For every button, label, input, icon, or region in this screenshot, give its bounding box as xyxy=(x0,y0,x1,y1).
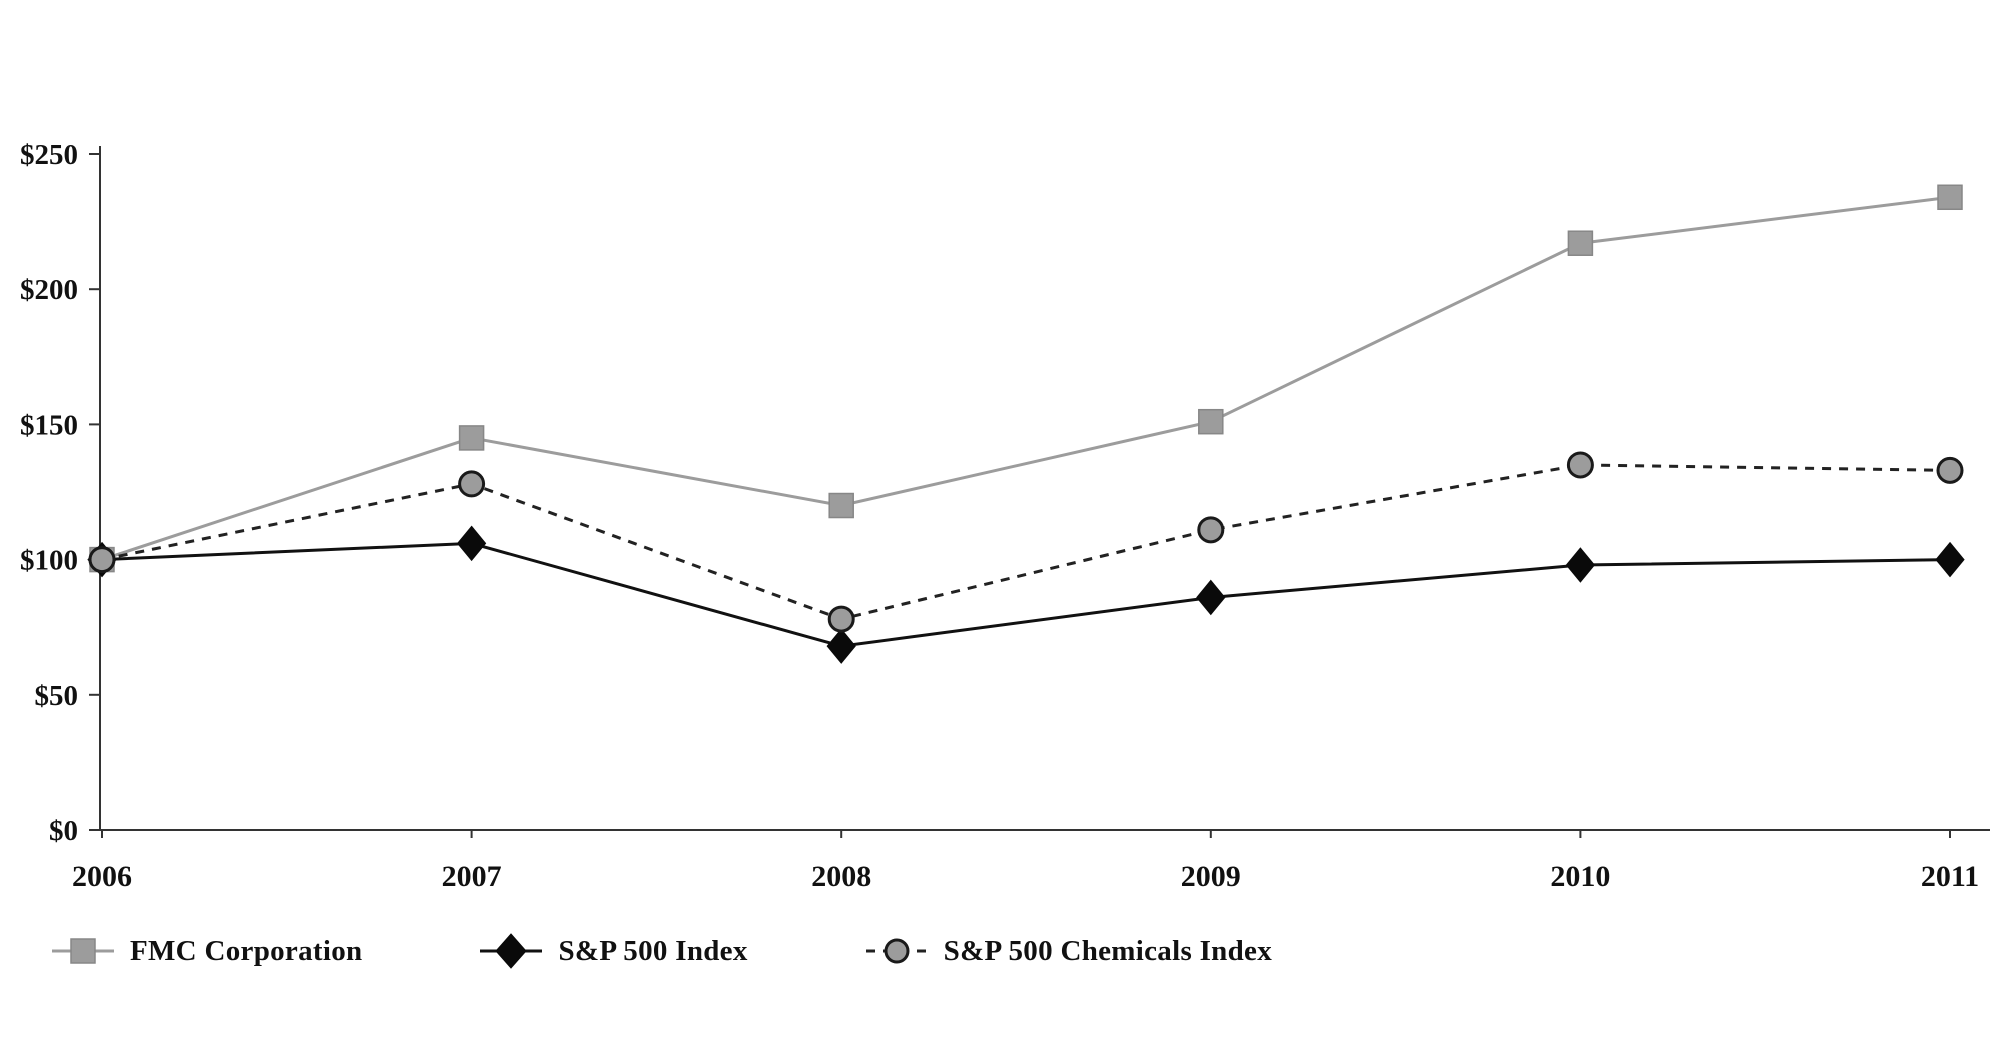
marker-square-fmc-corporation xyxy=(1567,230,1594,256)
x-tick-label: 2010 xyxy=(1550,860,1610,893)
marker-circle-s-p-500-chemicals-index xyxy=(1566,451,1594,479)
marker-circle-s-p-500-chemicals-index xyxy=(827,605,855,633)
legend-marker-diamond-icon xyxy=(480,933,543,969)
x-tick-label: 2009 xyxy=(1181,860,1241,893)
legend-marker-circle-icon xyxy=(865,938,928,964)
marker-circle-s-p-500-chemicals-index xyxy=(1197,516,1225,544)
y-tick-label: $50 xyxy=(35,680,79,712)
x-tick-label: 2011 xyxy=(1921,860,1979,893)
series-line-s-p-500-chemicals-index xyxy=(101,463,1951,621)
legend-marker-square-icon xyxy=(52,938,114,964)
y-tick-label: $150 xyxy=(20,409,78,441)
marker-diamond-s-p-500-index xyxy=(1935,541,1965,578)
legend-label-sp500-index: S&P 500 Index xyxy=(558,934,748,967)
marker-diamond-s-p-500-index xyxy=(826,628,856,664)
marker-square-fmc-corporation xyxy=(1198,408,1224,435)
marker-square-fmc-corporation xyxy=(458,425,485,451)
legend-item-sp500-chemicals-index: S&P 500 Chemicals Index xyxy=(865,934,1272,968)
legend-item-fmc-corporation: FMC Corporation xyxy=(52,935,362,968)
series-line-s-p-500-index xyxy=(101,541,1951,648)
legend-label-fmc-corporation: FMC Corporation xyxy=(130,934,363,967)
marker-diamond-s-p-500-index xyxy=(1196,579,1226,616)
y-tick-label: $0 xyxy=(49,815,78,847)
x-tick-label: 2006 xyxy=(72,860,132,893)
marker-square-fmc-corporation xyxy=(828,492,854,519)
x-tick-label: 2007 xyxy=(442,860,502,893)
y-tick-label: $100 xyxy=(20,545,78,577)
marker-diamond-s-p-500-index xyxy=(1565,547,1596,583)
legend-label-sp500-chemicals-index: S&P 500 Chemicals Index xyxy=(943,934,1272,967)
series-line-fmc-corporation xyxy=(101,195,1951,562)
x-tick-label: 2008 xyxy=(811,860,871,893)
marker-circle-s-p-500-chemicals-index xyxy=(88,546,116,574)
marker-diamond-s-p-500-index xyxy=(456,525,487,562)
marker-circle-s-p-500-chemicals-index xyxy=(1936,456,1964,484)
y-tick-label: $200 xyxy=(20,274,78,306)
legend-item-sp500-index: S&P 500 Index xyxy=(480,932,747,970)
y-tick-label: $250 xyxy=(20,139,78,171)
marker-circle-s-p-500-chemicals-index xyxy=(458,470,486,498)
legend: FMC Corporation S&P 500 Index S&P 500 Ch… xyxy=(52,932,1390,970)
marker-square-fmc-corporation xyxy=(1937,184,1963,211)
